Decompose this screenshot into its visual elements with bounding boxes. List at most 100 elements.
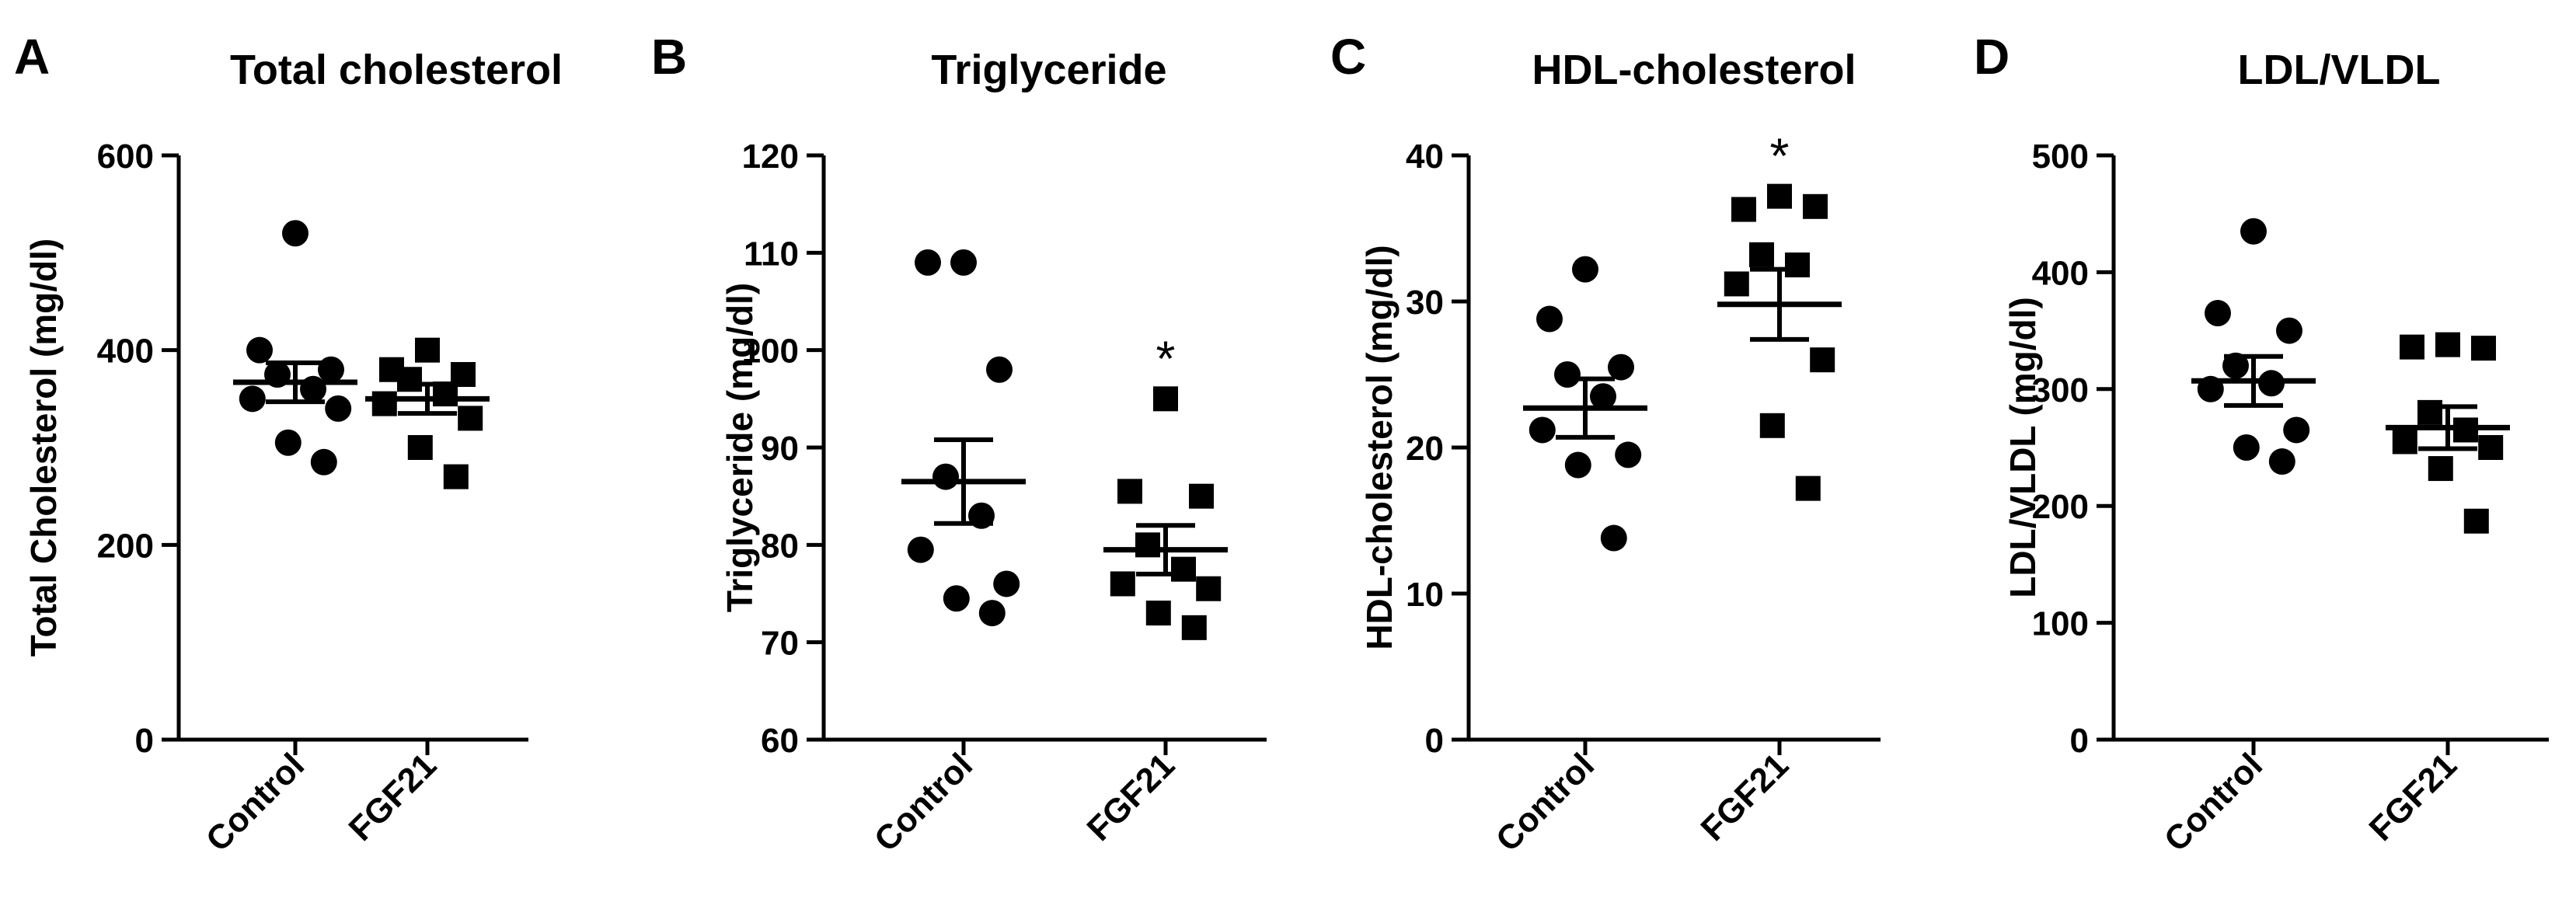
data-point — [2471, 336, 2496, 361]
data-point — [2240, 218, 2267, 245]
y-tick-label: 120 — [742, 138, 799, 176]
series-control — [901, 249, 1026, 627]
data-point — [943, 585, 970, 612]
data-point — [1196, 576, 1222, 601]
y-tick-label: 100 — [2032, 605, 2089, 643]
panel-a: A Total cholesterol 0 200 400 600 Total Choles… — [14, 29, 563, 859]
data-point — [1795, 475, 1821, 501]
panel-letter: C — [1330, 29, 1366, 85]
y-tick-label: 100 — [742, 333, 799, 371]
y-tick-label: 110 — [744, 235, 799, 273]
data-point — [2283, 416, 2310, 444]
data-point — [1759, 413, 1785, 438]
data-point — [1608, 354, 1634, 381]
series-control — [2191, 218, 2316, 475]
data-point — [1135, 532, 1160, 558]
y-tick-label: 600 — [97, 138, 154, 176]
data-point — [1590, 383, 1616, 410]
data-point — [282, 220, 308, 247]
data-point — [2276, 317, 2302, 344]
data-point — [1110, 571, 1135, 597]
series-fgf21 — [2386, 332, 2510, 534]
y-tick-label: 80 — [761, 527, 799, 565]
x-category-label: Control — [867, 746, 980, 859]
x-category-label: FGF21 — [2362, 746, 2464, 848]
series-fgf21: * — [1103, 330, 1228, 640]
data-point — [993, 570, 1020, 597]
data-point — [1810, 347, 1835, 373]
data-point — [318, 356, 344, 383]
panel-title: Triglyceride — [931, 47, 1166, 93]
data-point — [407, 435, 433, 460]
data-point — [1554, 361, 1581, 388]
data-point — [397, 367, 422, 392]
x-category-label: FGF21 — [342, 746, 444, 848]
y-axis-label: Triglyceride (mg/dl) — [720, 283, 760, 612]
data-point — [2417, 399, 2442, 425]
data-point — [246, 336, 273, 364]
panel-letter: D — [1974, 29, 2010, 85]
data-point — [415, 337, 440, 363]
x-category-label: Control — [1489, 746, 1602, 859]
data-point — [274, 429, 302, 456]
data-point — [986, 356, 1013, 383]
data-point — [458, 406, 483, 431]
panel-title: HDL-cholesterol — [1532, 47, 1856, 93]
data-point — [310, 448, 337, 475]
y-axis-label: HDL-cholesterol (mg/dl) — [1359, 245, 1400, 650]
series-control — [233, 220, 357, 475]
data-point — [1564, 451, 1591, 479]
data-point — [2222, 352, 2249, 379]
data-point — [371, 391, 397, 416]
y-tick-label: 0 — [1425, 722, 1444, 760]
x-category-label: FGF21 — [1694, 746, 1796, 848]
data-point — [1600, 524, 1627, 552]
data-point — [1572, 256, 1598, 283]
y-axis-label: Total Cholesterol (mg/dl) — [23, 239, 64, 657]
data-point — [2435, 332, 2460, 357]
data-point — [1529, 416, 1556, 444]
data-point — [2478, 435, 2504, 460]
data-point — [1153, 386, 1178, 412]
y-tick-label: 30 — [1406, 284, 1444, 322]
data-point — [1615, 441, 1642, 468]
panel-title: LDL/VLDL — [2238, 47, 2441, 93]
y-tick-label: 0 — [135, 722, 154, 760]
data-point — [2428, 456, 2453, 482]
data-point — [1145, 601, 1171, 626]
data-point — [1749, 242, 1774, 267]
data-point — [1171, 556, 1196, 582]
x-category-label: Control — [199, 746, 312, 859]
data-point — [2463, 508, 2489, 534]
series-fgf21 — [365, 337, 490, 489]
data-point — [443, 464, 469, 489]
data-point — [1536, 305, 1563, 333]
significance-star: * — [1770, 128, 1790, 184]
y-tick-label: 20 — [1406, 430, 1444, 468]
data-point — [2400, 334, 2424, 360]
data-point — [1724, 271, 1749, 297]
data-point — [1117, 479, 1142, 504]
y-tick-label: 200 — [2032, 488, 2089, 526]
series-control — [1523, 256, 1647, 552]
data-point — [239, 385, 266, 413]
y-tick-label: 40 — [1406, 138, 1444, 176]
data-point — [1785, 253, 1810, 277]
y-tick-label: 300 — [2032, 371, 2089, 409]
data-point — [978, 600, 1006, 627]
data-point — [1189, 483, 1214, 509]
x-category-label: Control — [2157, 746, 2270, 859]
data-point — [907, 536, 934, 563]
data-point — [2268, 448, 2295, 475]
y-tick-label: 90 — [761, 430, 799, 468]
data-point — [915, 249, 941, 276]
y-tick-label: 70 — [761, 625, 799, 663]
significance-star: * — [1156, 330, 1176, 386]
panel-d: D LDL/VLDL 0 100 200 300 400 500 LDL/VLDL (mg/dl… — [1974, 29, 2549, 859]
y-tick-label: 60 — [761, 722, 799, 760]
y-tick-label: 500 — [2032, 138, 2089, 176]
data-point — [1181, 615, 1207, 640]
x-category-label: FGF21 — [1080, 746, 1182, 848]
data-point — [932, 463, 959, 490]
data-point — [325, 395, 352, 422]
